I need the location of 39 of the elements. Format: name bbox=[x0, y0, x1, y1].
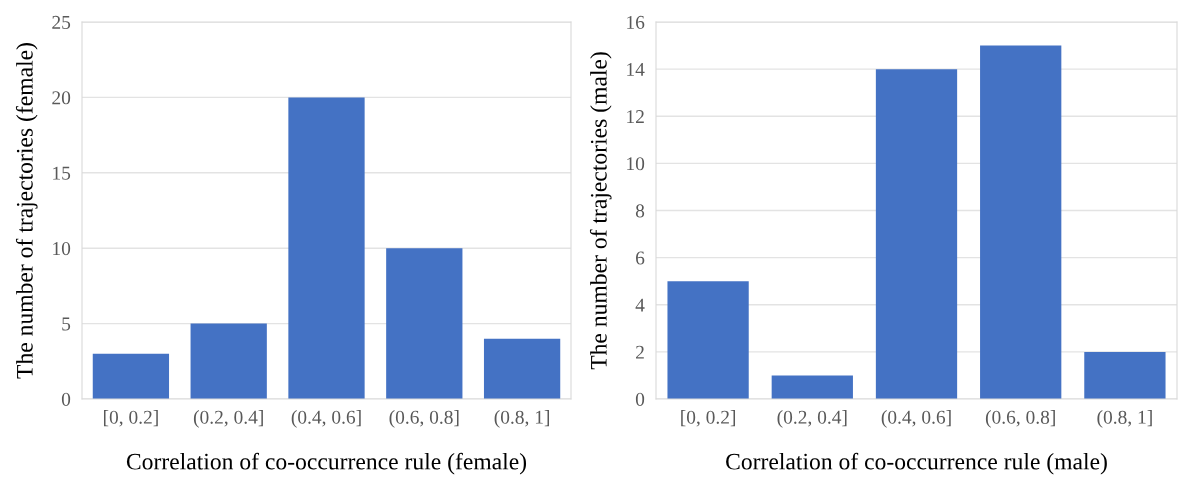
y-tick-label: 25 bbox=[52, 15, 71, 29]
y-tick-label: 12 bbox=[627, 110, 644, 123]
x-tick-label: (0.8, 1] bbox=[1097, 410, 1152, 428]
x-axis-title: Correlation of co-occurrence rule (female) bbox=[126, 452, 527, 475]
bar bbox=[483, 338, 561, 399]
y-tick-label: 8 bbox=[635, 204, 645, 218]
bar bbox=[1084, 351, 1166, 399]
bar bbox=[980, 45, 1062, 399]
y-tick-label: 20 bbox=[52, 91, 71, 105]
y-tick-label: 10 bbox=[53, 242, 71, 256]
x-tick-label: (0.2, 0.4] bbox=[777, 410, 847, 428]
x-tick-label: (0.4, 0.6] bbox=[881, 410, 951, 428]
y-tick-label: 5 bbox=[62, 317, 71, 331]
x-tick-label: [0, 0.2] bbox=[681, 410, 736, 427]
y-tick-label: 14 bbox=[627, 63, 645, 76]
y-tick-label: 10 bbox=[627, 157, 645, 171]
y-tick-label: 2 bbox=[636, 345, 644, 359]
bar bbox=[771, 375, 853, 399]
bar bbox=[92, 353, 170, 399]
y-axis-title: The number of trajectories (male) bbox=[589, 52, 612, 370]
x-tick-label: (0.8, 1] bbox=[494, 410, 550, 428]
y-tick-label: 0 bbox=[61, 392, 71, 406]
bar bbox=[667, 281, 749, 399]
bar bbox=[875, 69, 958, 399]
x-tick-label: (0.6, 0.8] bbox=[985, 410, 1055, 428]
y-tick-label: 16 bbox=[627, 15, 645, 29]
y-axis-title: The number of trajectories (female) bbox=[15, 43, 38, 379]
x-tick-label: (0.2, 0.4] bbox=[193, 410, 263, 428]
x-tick-label: (0.4, 0.6] bbox=[291, 410, 361, 428]
x-tick-label: [0, 0.2] bbox=[103, 410, 158, 427]
x-tick-label: (0.6, 0.8] bbox=[389, 410, 459, 428]
x-axis-title: Correlation of co-occurrence rule (male) bbox=[726, 452, 1107, 475]
y-tick-label: 4 bbox=[635, 298, 645, 312]
y-tick-label: 6 bbox=[636, 251, 645, 265]
bar bbox=[288, 97, 365, 399]
bar bbox=[190, 323, 267, 399]
bar bbox=[386, 248, 463, 399]
y-tick-label: 15 bbox=[53, 166, 71, 180]
y-tick-label: 0 bbox=[635, 392, 645, 406]
